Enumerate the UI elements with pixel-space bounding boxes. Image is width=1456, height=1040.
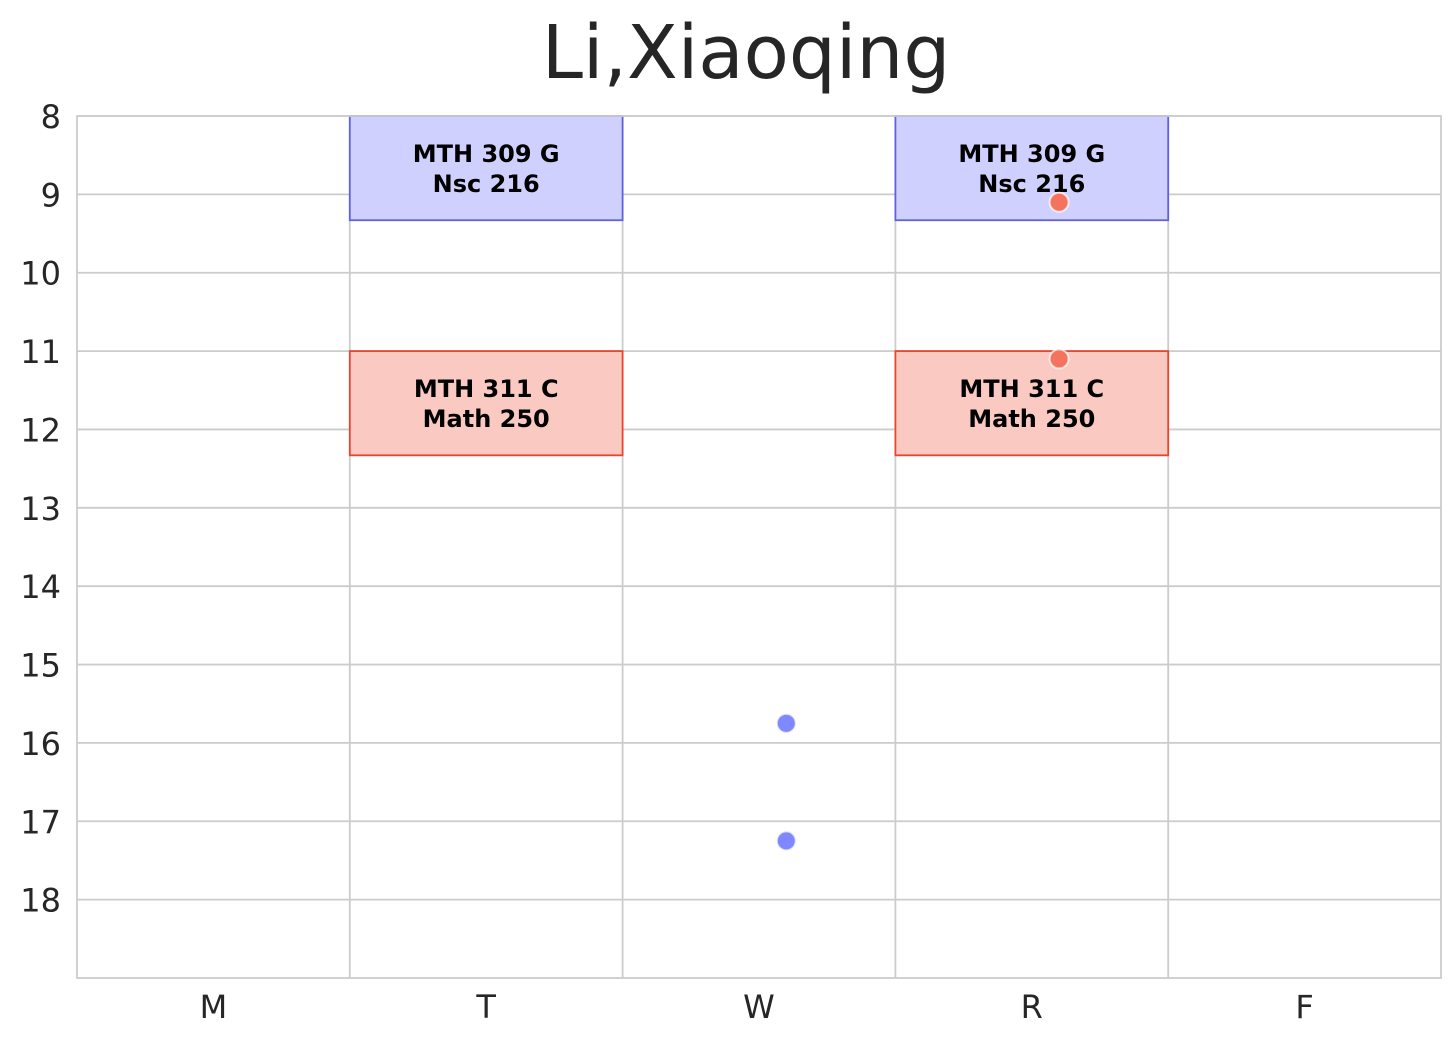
x-tick-label: T — [475, 988, 496, 1026]
x-tick-label: R — [1021, 988, 1043, 1026]
grid — [77, 115, 1441, 978]
y-tick-label: 17 — [20, 803, 61, 841]
y-tick-label: 11 — [20, 333, 61, 371]
chart-title: Li,Xiaoqing — [542, 10, 951, 96]
y-tick-label: 8 — [41, 98, 61, 136]
class-block — [894, 350, 1170, 457]
class-block-room: Math 250 — [968, 405, 1095, 433]
x-tick-label: M — [200, 988, 228, 1026]
x-tick-label: F — [1295, 988, 1313, 1026]
class-block — [348, 350, 624, 457]
y-tick-label: 14 — [20, 568, 61, 606]
data-point — [775, 830, 797, 852]
y-tick-label: 18 — [20, 882, 61, 920]
class-block-room: Math 250 — [423, 405, 550, 433]
class-block-course: MTH 309 G — [958, 140, 1105, 168]
y-tick-label: 16 — [20, 725, 61, 763]
class-block-room: Nsc 216 — [978, 170, 1085, 198]
data-point — [1048, 348, 1070, 370]
x-tick-label: W — [743, 988, 775, 1026]
y-tick-label: 15 — [20, 647, 61, 685]
y-tick-label: 13 — [20, 490, 61, 528]
data-point — [775, 712, 797, 734]
class-block — [348, 115, 624, 222]
y-axis-ticks: 8 9 10 11 12 13 14 15 16 17 18 — [20, 98, 61, 920]
y-tick-label: 12 — [20, 411, 61, 449]
y-tick-label: 10 — [20, 255, 61, 293]
class-block-course: MTH 311 C — [959, 375, 1104, 403]
class-block-course: MTH 309 G — [413, 140, 560, 168]
data-points — [775, 191, 1070, 852]
plot-frame — [76, 115, 1442, 979]
data-point — [1048, 191, 1070, 213]
class-block — [894, 115, 1170, 222]
y-tick-label: 9 — [41, 176, 61, 214]
class-block-room: Nsc 216 — [433, 170, 540, 198]
class-block-course: MTH 311 C — [414, 375, 559, 403]
